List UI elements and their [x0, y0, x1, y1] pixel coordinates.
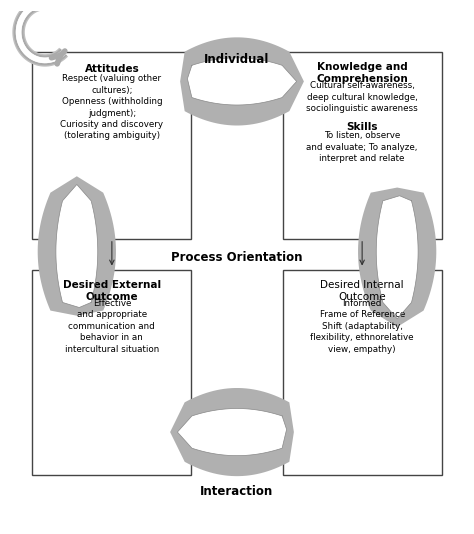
Text: To listen, observe
and evaluate; To analyze,
interpret and relate: To listen, observe and evaluate; To anal… — [307, 131, 418, 163]
Polygon shape — [180, 37, 304, 125]
Bar — [283, 52, 442, 239]
Text: Effective
and appropriate
communication and
behavior in an
intercultural situati: Effective and appropriate communication … — [65, 299, 159, 354]
Text: Desired External
Outcome: Desired External Outcome — [63, 280, 161, 302]
Text: Respect (valuing other
cultures);
Openness (withholding
judgment);
Curiosity and: Respect (valuing other cultures); Openne… — [60, 74, 164, 140]
Text: Individual: Individual — [204, 53, 270, 66]
Text: Cultural self-awareness,
deep cultural knowledge,
sociolinguistic awareness: Cultural self-awareness, deep cultural k… — [306, 81, 418, 113]
Polygon shape — [358, 187, 436, 327]
Text: Interaction: Interaction — [201, 485, 273, 498]
Bar — [283, 270, 442, 475]
Bar — [32, 270, 191, 475]
Text: Skills: Skills — [346, 122, 378, 132]
Text: Process Orientation: Process Orientation — [171, 252, 303, 264]
Text: Desired Internal
Outcome: Desired Internal Outcome — [320, 280, 404, 302]
Text: Informed
Frame of Reference
Shift (adaptability,
flexibility, ethnorelative
view: Informed Frame of Reference Shift (adapt… — [310, 299, 414, 354]
Polygon shape — [170, 388, 294, 476]
Polygon shape — [177, 409, 287, 456]
Text: Knowledge and
Comprehension: Knowledge and Comprehension — [316, 62, 408, 83]
Polygon shape — [187, 58, 297, 105]
Text: Attitudes: Attitudes — [84, 64, 139, 74]
Polygon shape — [376, 196, 418, 319]
Polygon shape — [38, 176, 116, 316]
Polygon shape — [56, 184, 98, 308]
Bar — [32, 52, 191, 239]
